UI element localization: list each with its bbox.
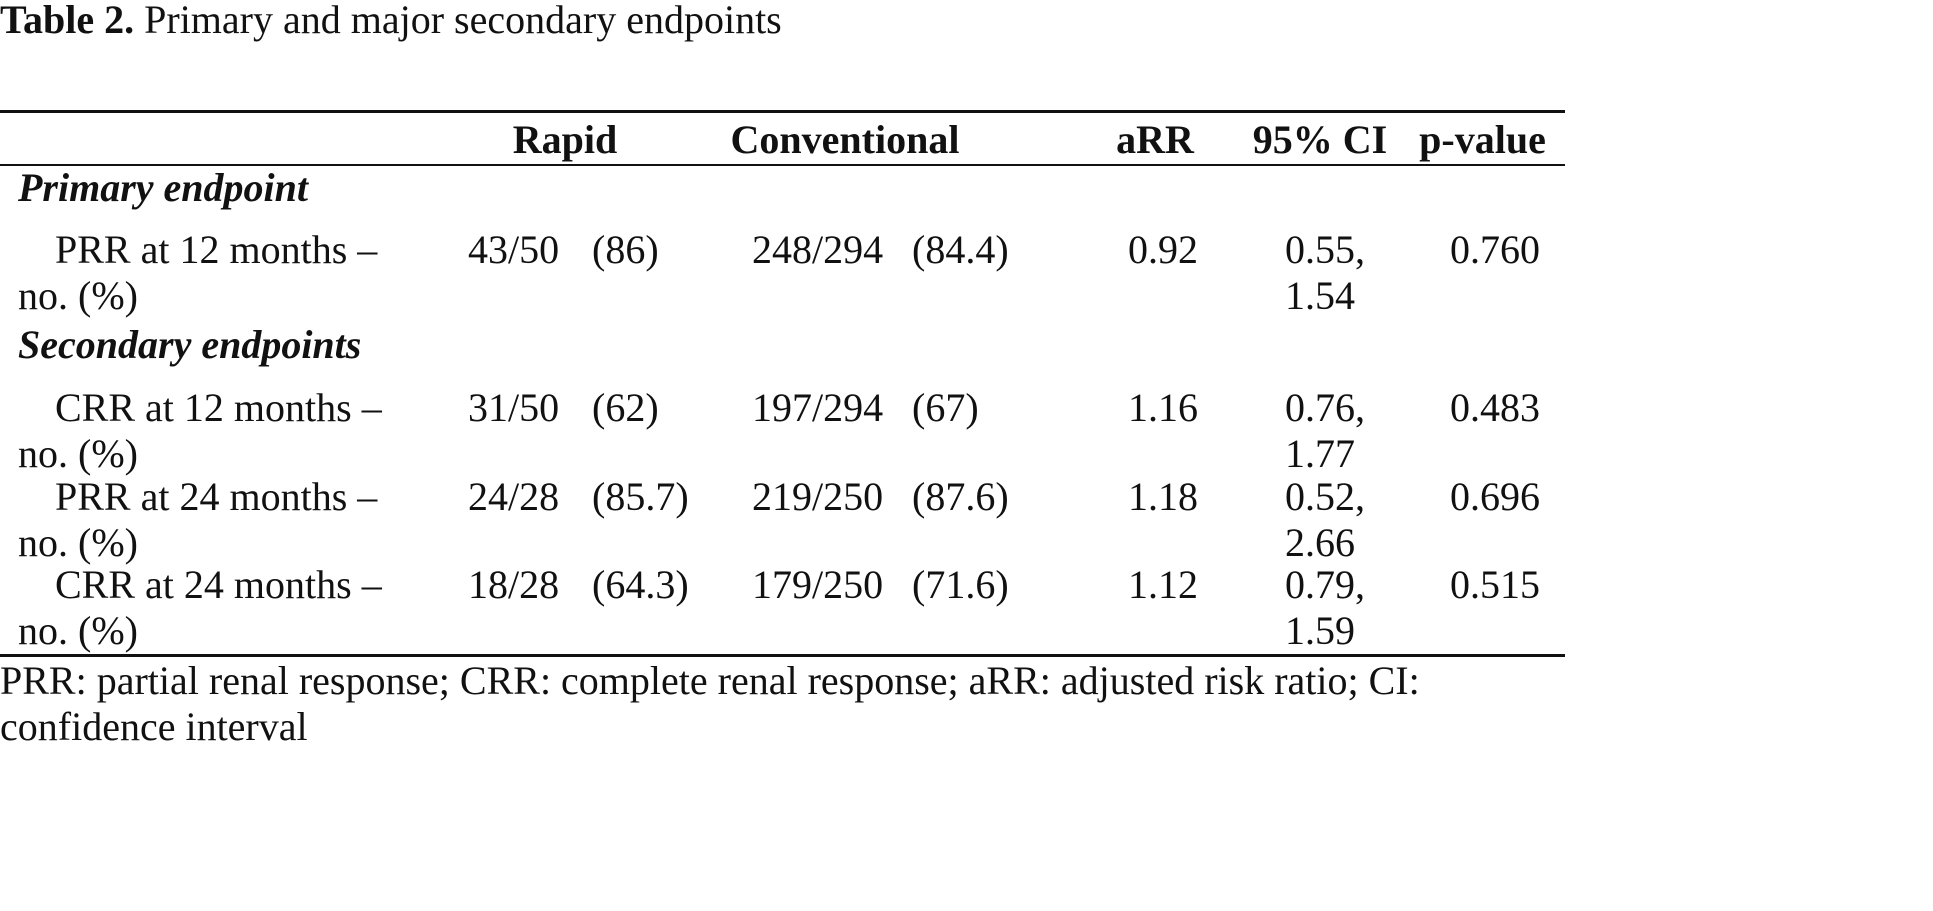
cell: (67): [912, 385, 979, 430]
section-title: Primary endpoint: [18, 165, 309, 210]
row-label: CRR at 12 months – no. (%): [18, 385, 382, 476]
cell: 0.92: [1128, 227, 1198, 272]
cell: 1.18: [1128, 474, 1198, 519]
cell: (71.6): [912, 562, 1009, 607]
cell: (87.6): [912, 474, 1009, 519]
cell: 0.483: [1450, 385, 1540, 430]
cell: (85.7): [592, 474, 689, 519]
cell: 24/28: [468, 474, 560, 519]
column-header: p-value: [1419, 117, 1546, 162]
cell: 0.79, 1.59: [1285, 562, 1365, 653]
section-title: Secondary endpoints: [18, 322, 362, 367]
bottom-rule: [0, 654, 1565, 657]
row-label: PRR at 12 months – no. (%): [18, 227, 378, 318]
caption-label: Table 2.: [0, 0, 135, 42]
column-header: Conventional: [730, 117, 960, 162]
header-rule: [0, 164, 1565, 166]
cell: 179/250: [752, 562, 884, 607]
cell: 18/28: [468, 562, 560, 607]
cell: 248/294: [752, 227, 884, 272]
cell: 0.760: [1450, 227, 1540, 272]
column-header: Rapid: [512, 117, 618, 162]
cell: 1.16: [1128, 385, 1198, 430]
cell: 0.55, 1.54: [1285, 227, 1365, 318]
column-header: 95% CI: [1252, 117, 1388, 162]
cell: 197/294: [752, 385, 884, 430]
cell: 31/50: [468, 385, 560, 430]
cell: (62): [592, 385, 659, 430]
row-label: CRR at 24 months – no. (%): [18, 562, 382, 653]
footnote: PRR: partial renal response; CRR: comple…: [0, 658, 1420, 749]
cell: 0.696: [1450, 474, 1540, 519]
row-label: PRR at 24 months – no. (%): [18, 474, 378, 565]
top-rule: [0, 110, 1565, 113]
caption-text: Primary and major secondary endpoints: [144, 0, 782, 42]
cell: (64.3): [592, 562, 689, 607]
cell: (84.4): [912, 227, 1009, 272]
cell: 43/50: [468, 227, 560, 272]
cell: 0.52, 2.66: [1285, 474, 1365, 565]
table-caption: Table 2. Primary and major secondary end…: [0, 0, 782, 43]
cell: 0.76, 1.77: [1285, 385, 1365, 476]
cell: 0.515: [1450, 562, 1540, 607]
cell: (86): [592, 227, 659, 272]
column-header: aRR: [1116, 117, 1194, 162]
cell: 219/250: [752, 474, 884, 519]
cell: 1.12: [1128, 562, 1198, 607]
